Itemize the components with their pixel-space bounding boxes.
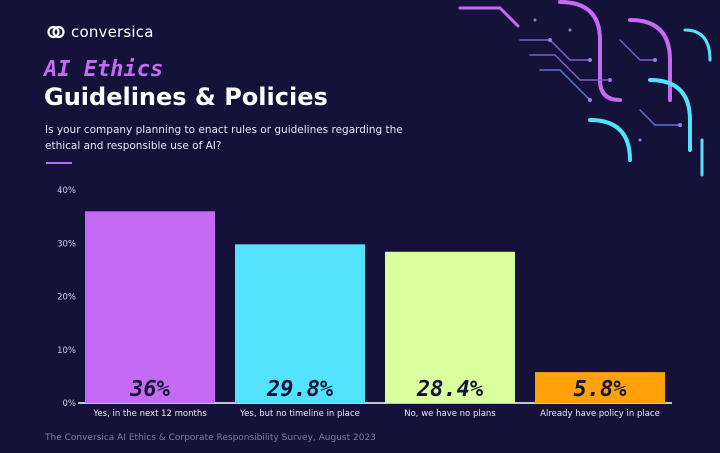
bar	[385, 251, 515, 403]
y-tick-label: 10%	[57, 346, 76, 356]
bar-value-label: 36%	[129, 377, 170, 402]
x-category-label: Yes, but no timeline in place	[239, 409, 360, 419]
brand-logo: conversica	[46, 22, 154, 42]
y-tick-label: 0%	[63, 399, 77, 409]
conversica-logo-icon	[47, 25, 65, 39]
bar-value-label: 28.4%	[416, 377, 484, 402]
accent-divider	[46, 162, 72, 164]
bar-value-label: 5.8%	[574, 377, 628, 402]
source-footnote: The Conversica AI Ethics & Corporate Res…	[45, 433, 376, 443]
y-tick-label: 30%	[57, 239, 76, 249]
x-category-label: No, we have no plans	[404, 409, 496, 419]
brand-name: conversica	[71, 23, 154, 41]
bar	[535, 372, 665, 403]
bar	[235, 244, 365, 403]
survey-question: Is your company planning to enact rules …	[45, 124, 403, 152]
x-category-label: Already have policy in place	[540, 409, 660, 419]
title-accent: AI Ethics	[44, 57, 164, 82]
y-tick-label: 20%	[57, 293, 76, 303]
page-title: Guidelines & Policies	[44, 83, 328, 111]
circuit-decoration	[458, 0, 712, 177]
y-tick-label: 40%	[57, 186, 76, 196]
x-category-label: Yes, in the next 12 months	[92, 409, 207, 419]
bar-value-label: 29.8%	[266, 377, 334, 402]
bar	[85, 211, 215, 403]
